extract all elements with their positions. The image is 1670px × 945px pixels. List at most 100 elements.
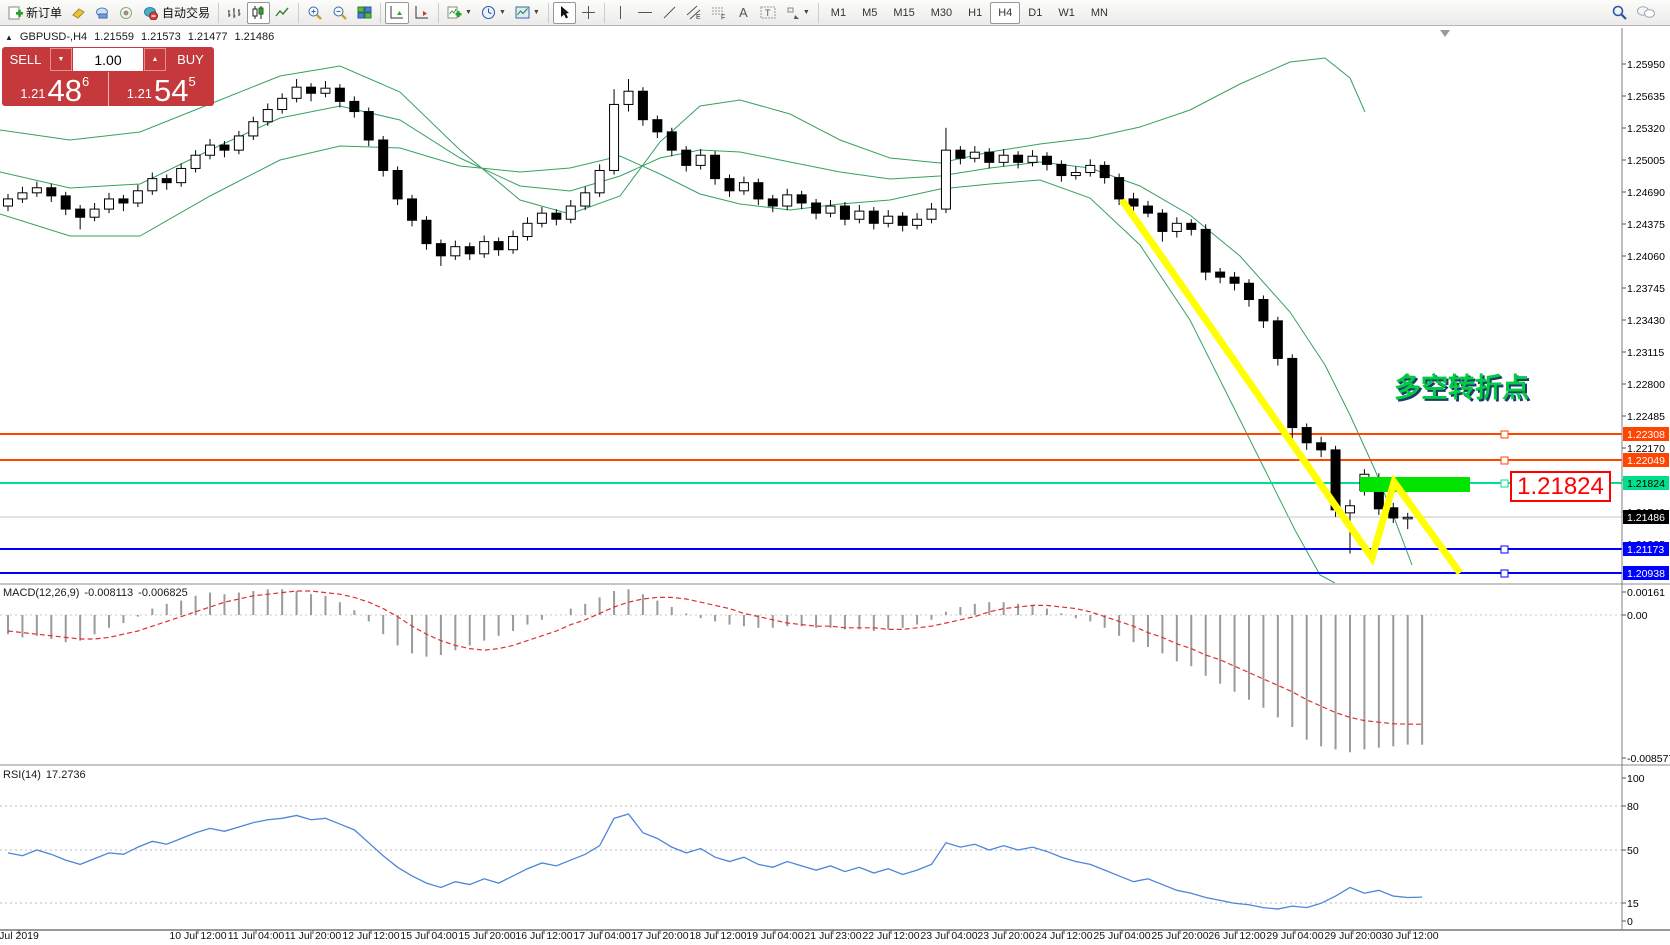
text-button[interactable]: A	[732, 2, 755, 24]
cursor-button[interactable]	[552, 1, 576, 24]
price-callout-box[interactable]: 1.21824	[1510, 471, 1611, 502]
candle-bullish	[132, 190, 143, 204]
candle-bullish	[89, 208, 100, 218]
clock-icon	[481, 6, 495, 19]
sell-price[interactable]: 1.21 48 6	[2, 72, 108, 106]
sell-button[interactable]: SELL	[2, 47, 49, 72]
equidistant-channel-button[interactable]: E	[682, 2, 706, 24]
header-open: 1.21559	[94, 31, 134, 43]
sell-price-point: 6	[82, 74, 90, 89]
signals-button[interactable]	[115, 2, 138, 24]
price-tag-1.21173-bg	[1623, 542, 1669, 556]
volume-up-button[interactable]: ▲	[144, 48, 166, 71]
timeframe-m1[interactable]: M1	[830, 6, 847, 19]
green-highlight-box[interactable]	[1360, 477, 1470, 492]
signals-icon	[120, 6, 133, 19]
candle-bearish	[1157, 212, 1168, 232]
bollinger-lower-band	[0, 145, 1336, 583]
yellow-zigzag-trendline[interactable]	[1119, 197, 1463, 576]
styler-button[interactable]	[67, 2, 90, 24]
candle-bullish	[623, 90, 634, 105]
cn-annotation-text[interactable]: 多空转折点	[1394, 373, 1529, 403]
tile-windows-button[interactable]	[353, 2, 376, 24]
rsi-axis-label: 15	[1627, 898, 1639, 910]
axis-tick-label: 1.25320	[1627, 123, 1665, 135]
candle-bearish	[118, 198, 129, 204]
candlestick-chart-button[interactable]	[247, 1, 271, 24]
time-axis-label: 17 Jul 20:00	[631, 930, 688, 942]
dropdown-caret: ▼	[532, 9, 540, 16]
timeframe-mn[interactable]: MN	[1090, 6, 1108, 19]
volume-input[interactable]: 1.00	[73, 48, 143, 71]
arrows-icon	[787, 7, 799, 19]
time-axis-label: 11 Jul 20:00	[285, 930, 342, 942]
candle-bearish	[1041, 155, 1052, 165]
new-order-button[interactable]: 新订单	[4, 2, 66, 24]
cursor-icon	[560, 6, 569, 19]
axis-tick-label: 1.23430	[1627, 315, 1665, 327]
timeframe-h1[interactable]: H1	[968, 6, 983, 19]
candle-bullish	[205, 144, 216, 156]
buy-button[interactable]: BUY	[167, 47, 214, 72]
crosshair-button[interactable]	[577, 2, 600, 24]
toolbar-separator	[603, 2, 605, 23]
market-watch-button[interactable]	[91, 2, 114, 24]
bollinger-middle-band	[0, 105, 1413, 566]
timeframe-d1[interactable]: D1	[1028, 6, 1043, 19]
collapse-arrow-icon[interactable]: ▲	[5, 32, 13, 42]
candle-bullish	[738, 182, 749, 192]
candle-bearish	[421, 219, 432, 245]
timeframe-w1[interactable]: W1	[1058, 6, 1075, 19]
chart-shift-button[interactable]	[410, 2, 434, 24]
time-axis-label: 12 Jul 12:00	[342, 930, 399, 942]
candle-bearish	[464, 246, 475, 255]
candle-bullish	[17, 192, 28, 200]
auto-scroll-button[interactable]	[385, 1, 410, 24]
candle-bullish	[940, 149, 951, 210]
macd-axis-label: -0.008577	[1627, 753, 1670, 765]
timeframe-m15[interactable]: M15	[893, 6, 915, 19]
time-axis-label: 23 Jul 20:00	[977, 930, 1034, 942]
candle-bearish	[1229, 276, 1240, 284]
candle-bearish	[46, 187, 57, 197]
arrows-button[interactable]: ▼	[781, 2, 814, 24]
candle-bearish	[363, 111, 374, 141]
candle-bearish	[161, 178, 172, 184]
zoom-out-button[interactable]	[328, 2, 352, 24]
timeframe-m30[interactable]: M30	[930, 6, 953, 19]
axis-tick-label: 1.25005	[1627, 155, 1665, 167]
buy-price[interactable]: 1.21 54 5	[109, 72, 215, 106]
horizontal-line-icon	[637, 12, 652, 13]
price-tag-1.22308-bg	[1623, 427, 1669, 441]
indicators-button[interactable]: ▼	[443, 2, 476, 24]
timeframe-h4[interactable]: H4	[990, 1, 1021, 24]
price-tag-1.22308: 1.22308	[1627, 429, 1665, 441]
axis-tick-label: 1.24375	[1627, 219, 1665, 231]
line-chart-button[interactable]	[271, 2, 294, 24]
bar-chart-button[interactable]	[223, 2, 246, 24]
candle-bearish	[1200, 228, 1211, 273]
rsi-axis-label: 80	[1627, 801, 1639, 813]
horizontal-line-button[interactable]	[633, 2, 657, 24]
candle-bearish	[839, 205, 850, 220]
candle-bullish	[782, 194, 793, 207]
candle-bearish	[1142, 205, 1153, 214]
text-label-button[interactable]: T	[756, 2, 780, 24]
auto-trading-button[interactable]: 自动交易	[139, 2, 214, 24]
chat-icon[interactable]	[1636, 5, 1656, 20]
hline-anchor	[1500, 569, 1509, 578]
vertical-line-button[interactable]	[609, 2, 632, 24]
bollinger-upper-band	[0, 57, 1366, 215]
hline-anchor	[1500, 430, 1509, 439]
trendline-button[interactable]	[658, 2, 681, 24]
zoom-in-button[interactable]	[303, 2, 327, 24]
templates-button[interactable]: ▼	[511, 2, 544, 24]
timeframe-m5[interactable]: M5	[862, 6, 878, 19]
rsi-value: 17.2736	[45, 769, 86, 781]
candle-bearish	[551, 212, 562, 220]
volume-down-button[interactable]: ▼	[50, 48, 72, 71]
search-icon[interactable]	[1611, 4, 1628, 21]
fibonacci-button[interactable]: F	[707, 2, 731, 24]
periods-button[interactable]: ▼	[477, 2, 510, 24]
